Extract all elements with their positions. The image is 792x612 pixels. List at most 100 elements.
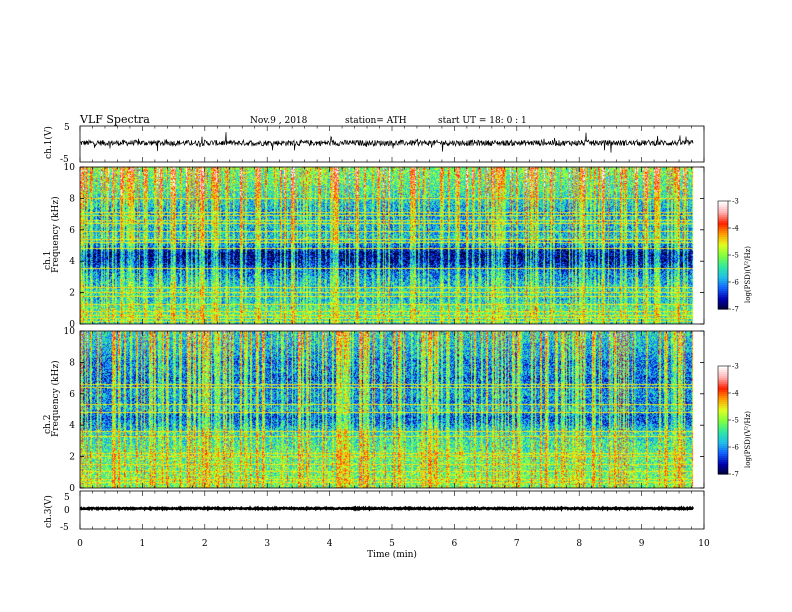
ch1-colorbar-label: log(PSD)(V²/Hz) [744, 246, 752, 303]
ch2-colorbar-swatch [718, 440, 728, 443]
ch1-colorbar-swatch [718, 215, 728, 218]
ch1-colorbar-tick-label: -5 [732, 252, 739, 260]
ch1-colorbar-swatch [718, 243, 728, 246]
ch1-waveform-ylabel: ch.1(V) [43, 126, 54, 159]
ch2-colorbar-swatch [718, 434, 728, 437]
ch2-colorbar-swatch [718, 390, 728, 393]
ch2-colorbar-tick-label: -3 [732, 363, 739, 371]
ch1-ytick-label: 6 [69, 226, 75, 236]
ch1-colorbar-swatch [718, 233, 728, 236]
time-tick-label: 7 [514, 539, 520, 549]
ch1-colorbar-swatch [718, 297, 728, 300]
ch2-colorbar-swatch [718, 378, 728, 381]
time-tick-label: 5 [389, 539, 395, 549]
ch1-colorbar-swatch [718, 237, 728, 240]
ch2-colorbar-swatch [718, 368, 728, 371]
ch1-colorbar-swatch [718, 217, 728, 220]
ch1-colorbar-swatch [718, 241, 728, 244]
ch1-colorbar-swatch [718, 299, 728, 302]
ch2-colorbar-swatch [718, 450, 728, 453]
time-axis: 0 1 2 3 4 5 6 7 8 9 10 [77, 126, 710, 549]
ch2-ylabel-channel: ch.2 [43, 415, 53, 434]
ch2-colorbar-swatch [718, 414, 728, 417]
ch2-colorbar-swatch [718, 468, 728, 471]
ch1-colorbar-swatch [718, 201, 728, 204]
ch2-colorbar-swatch [718, 418, 728, 421]
time-tick-label: 10 [698, 539, 710, 549]
ch1-spectrogram-image [80, 167, 704, 324]
ch1-spectrogram-panel: 0 2 4 6 8 10 ch.1 Frequency (kHz) -3 -4 -5 -6 -7 l… [43, 163, 752, 330]
ch1-colorbar-swatch [718, 259, 728, 262]
ch3-waveform-line [79, 505, 695, 512]
ch3-ytick-mid: 0 [64, 506, 70, 516]
ch2-ytick-label: 0 [69, 484, 75, 494]
ch2-colorbar-swatch [718, 472, 728, 475]
ch2-colorbar-swatch [718, 386, 728, 389]
ch2-colorbar-swatch [718, 436, 728, 439]
ch2-colorbar-swatch [718, 374, 728, 377]
ch3-ytick-bottom: -5 [60, 523, 69, 533]
ch2-colorbar-swatch [718, 454, 728, 457]
ch1-ylabel-channel: ch.1 [43, 251, 53, 270]
ch1-colorbar-swatch [718, 285, 728, 288]
ch1-colorbar-swatch [718, 261, 728, 264]
ch1-colorbar-swatch [718, 253, 728, 256]
start-time-label: start UT = 18: 0 : 1 [438, 116, 527, 126]
ch1-ytick-label: 0 [69, 320, 75, 330]
ch3-ytick-top: 5 [64, 493, 70, 503]
ch1-ytick-label: 10 [64, 163, 76, 173]
ch2-colorbar-swatch [718, 416, 728, 419]
ch1-colorbar-swatch [718, 271, 728, 274]
ch2-ytick-label: 10 [64, 327, 76, 337]
ch2-ytick-label: 2 [69, 453, 75, 463]
ch1-colorbar-swatch [718, 225, 728, 228]
ch2-colorbar-swatch [718, 412, 728, 415]
ch2-colorbar-swatch [718, 410, 728, 413]
time-tick-label: 3 [264, 539, 270, 549]
ch2-spectrogram-yticks: 0 2 4 6 8 10 [64, 327, 704, 494]
station-label: station= ATH [345, 116, 407, 126]
ch1-colorbar-swatch [718, 221, 728, 224]
ch2-colorbar-swatch [718, 404, 728, 407]
ch2-colorbar-swatch [718, 470, 728, 473]
ch1-colorbar-swatch [718, 265, 728, 268]
ch1-spectrogram-yticks: 0 2 4 6 8 10 [64, 163, 704, 330]
ch1-colorbar-swatch [718, 267, 728, 270]
ch2-colorbar-swatch [718, 464, 728, 467]
ch2-colorbar-swatch [718, 382, 728, 385]
ch1-colorbar-swatch [718, 301, 728, 304]
ch2-colorbar-swatch [718, 400, 728, 403]
ch1-ytick-label: 4 [69, 257, 75, 267]
ch2-colorbar-swatch [718, 406, 728, 409]
ch1-colorbar-swatch [718, 209, 728, 212]
ch1-colorbar-swatch [718, 281, 728, 284]
ch2-colorbar-swatch [718, 398, 728, 401]
time-tick-label: 2 [202, 539, 208, 549]
ch2-colorbar-swatch [718, 408, 728, 411]
ch1-waveform-line [79, 132, 694, 153]
ch1-colorbar-swatch [718, 263, 728, 266]
time-tick-label: 4 [327, 539, 333, 549]
header: VLF Spectra Nov.9 , 2018 station= ATH st… [79, 113, 527, 126]
ch2-colorbar-swatch [718, 446, 728, 449]
ch2-colorbar-swatch [718, 442, 728, 445]
ch1-colorbar-swatch [718, 239, 728, 242]
ch1-colorbar-swatch [718, 307, 728, 310]
ch2-colorbar-label: log(PSD)(V²/Hz) [744, 411, 752, 468]
ch1-colorbar-swatch [718, 231, 728, 234]
ch2-colorbar-swatch [718, 428, 728, 431]
ch1-colorbar-swatch [718, 251, 728, 254]
ch2-colorbar-swatch [718, 452, 728, 455]
ch1-ytick-label: 8 [69, 194, 75, 204]
ch1-colorbar-swatch [718, 279, 728, 282]
ch1-colorbar-swatch [718, 235, 728, 238]
ch1-ytick-label: 2 [69, 289, 75, 299]
ch1-colorbar-swatch [718, 275, 728, 278]
ch3-waveform-ylabel: ch.3(V) [43, 495, 54, 528]
ch1-colorbar-swatch [718, 229, 728, 232]
ch1-colorbar-swatch [718, 257, 728, 260]
ch1-colorbar-swatch [718, 213, 728, 216]
ch1-colorbar-tick-label: -3 [732, 198, 739, 206]
ch1-colorbar-swatch [718, 219, 728, 222]
